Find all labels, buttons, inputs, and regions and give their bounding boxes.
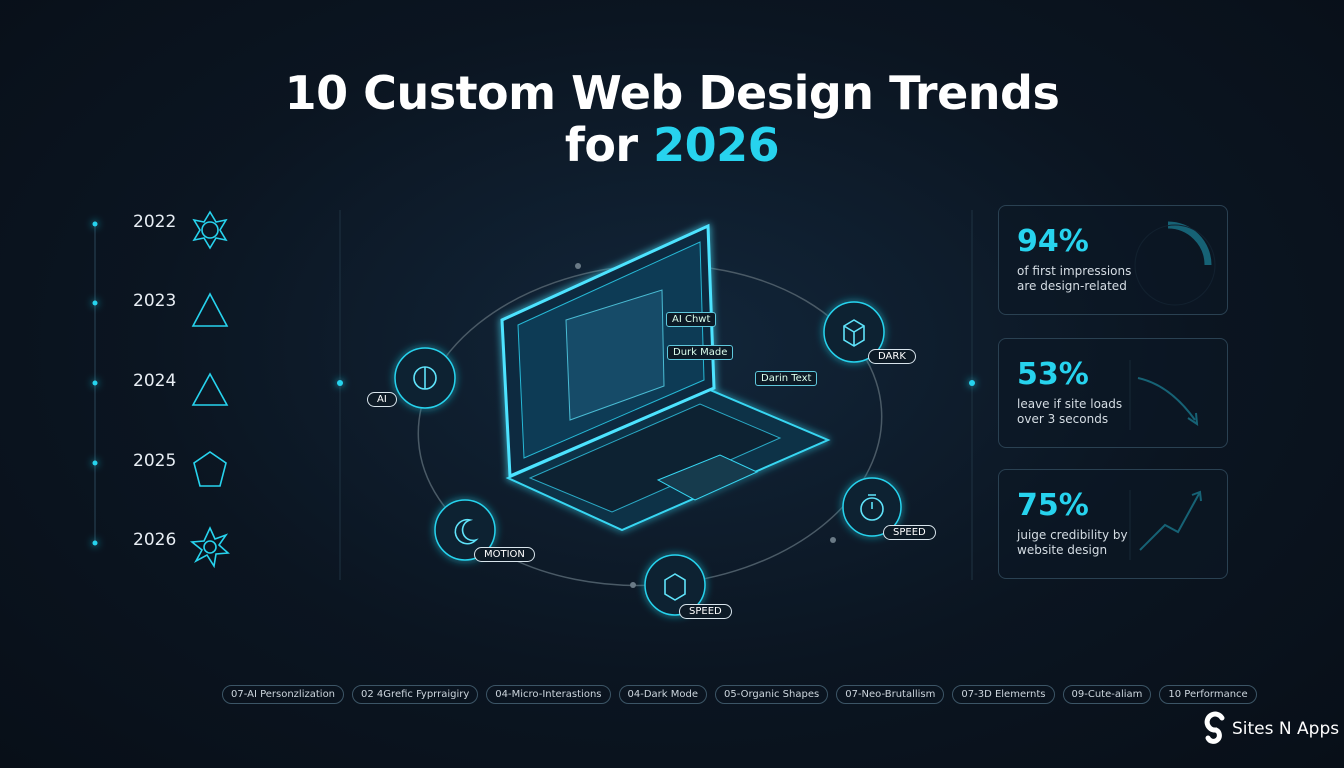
trend-pill: 02 4Grefic Fyprraigiry <box>352 685 479 704</box>
trend-pill: 07-AI Personzlization <box>222 685 345 704</box>
trend-pill: 05-Organic Shapes <box>715 685 829 704</box>
title-highlight: 2026 <box>653 118 780 172</box>
orbit-label: SPEED <box>883 525 936 540</box>
year: 2024 <box>133 371 177 391</box>
trend-pill: 04-Dark Mode <box>618 685 707 704</box>
stat-card: 75% juige credibility by website design <box>998 469 1228 579</box>
stat-card: 94% of first impressions are design-relate… <box>998 205 1228 315</box>
year: 2023 <box>133 291 177 311</box>
stat-text: of first impressions are design-related <box>1017 264 1131 294</box>
title-line: for 2026 <box>0 118 1344 172</box>
brand: Sites N Apps <box>1232 719 1340 739</box>
year: 2025 <box>133 451 177 471</box>
stat-line: leave if site loads <box>1017 397 1123 411</box>
stat-text: leave if site loads over 3 seconds <box>1017 397 1122 427</box>
trend-pill: 07-3D Elemernts <box>952 685 1055 704</box>
screen-label: AI Chwt <box>666 312 717 327</box>
stat-value: 75% <box>1017 488 1089 523</box>
stat-card: 53% leave if site loads over 3 seconds <box>998 338 1228 448</box>
title-line: 10 Custom Web Design Trends <box>284 66 1060 120</box>
trend-pill: 07-Neo-Brutallism <box>836 685 945 704</box>
year: 2022 <box>133 212 177 232</box>
stat-line: of first impressions <box>1017 264 1132 278</box>
screen-label: Durk Made <box>667 345 734 360</box>
trend-pill: 10 Performance <box>1159 685 1257 704</box>
title-text: for <box>564 118 638 172</box>
orbit-label: DARK <box>868 349 916 364</box>
stat-value: 53% <box>1017 357 1089 392</box>
stat-text: juige credibility by website design <box>1017 528 1128 558</box>
orbit-label: MOTION <box>474 547 535 562</box>
orbit-label: SPEED <box>679 604 732 619</box>
orbit-label: AI <box>367 392 397 407</box>
stat-line: website design <box>1017 543 1108 557</box>
trend-list: 07-AI Personzlization 02 4Grefic Fyprraig… <box>222 685 1257 704</box>
year: 2026 <box>133 530 177 550</box>
stat-value: 94% <box>1017 224 1089 259</box>
trend-pill: 04-Micro-Interastions <box>486 685 611 704</box>
stat-line: over 3 seconds <box>1017 412 1109 426</box>
stat-line: are design-related <box>1017 279 1127 293</box>
trend-pill: 09-Cute-aliam <box>1062 685 1152 704</box>
screen-label: Darin Text <box>755 371 818 386</box>
stat-line: juige credibility by <box>1017 528 1128 542</box>
